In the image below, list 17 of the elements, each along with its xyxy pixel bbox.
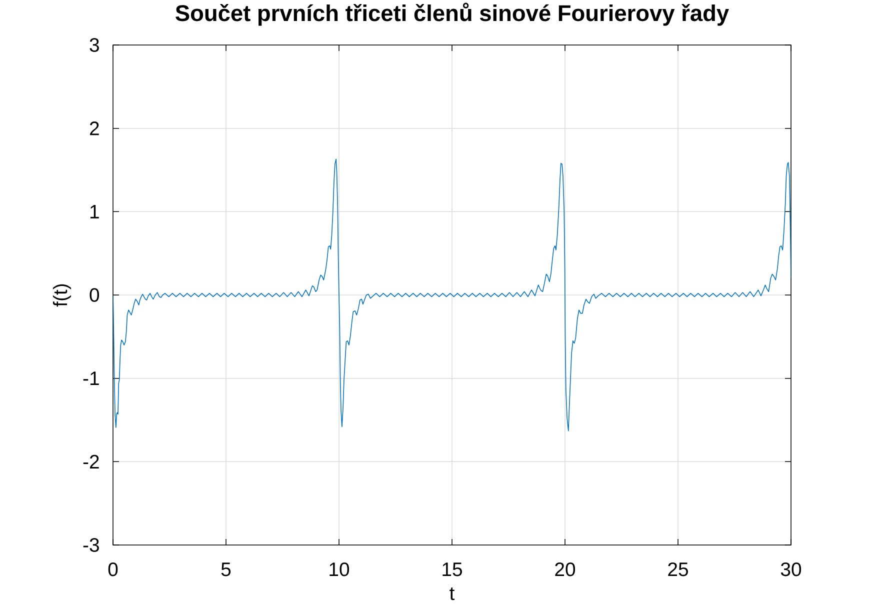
y-axis-title: f(t) [52, 284, 72, 307]
y-tick-label: -1 [83, 372, 99, 386]
y-tick-label: 3 [90, 38, 99, 52]
x-tick-label: 0 [108, 562, 118, 576]
chart-title: Součet prvních třiceti členů sinové Fourierovy řady [176, 2, 729, 26]
x-axis-title: t [450, 587, 455, 600]
y-tick-label: -2 [83, 454, 99, 468]
x-tick-label: 25 [668, 562, 688, 576]
y-tick-label: 2 [90, 122, 99, 136]
y-tick-label: 1 [90, 204, 99, 218]
x-tick-label: 5 [221, 562, 231, 576]
y-tick-label: -3 [83, 538, 99, 552]
y-tick-label: 0 [90, 288, 100, 302]
x-tick-label: 30 [780, 562, 802, 576]
x-tick-label: 10 [330, 562, 350, 576]
x-tick-label: 15 [442, 562, 462, 576]
x-tick-label: 20 [555, 562, 576, 576]
